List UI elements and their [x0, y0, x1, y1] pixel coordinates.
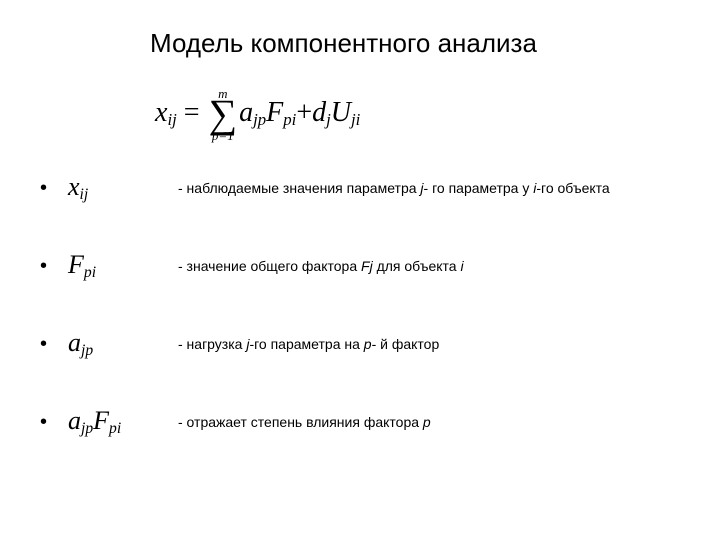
desc-text: - отражает степень влияния фактора: [178, 414, 423, 430]
desc-text: -го параметра на: [249, 336, 363, 352]
main-formula: xij = m ∑ p=1 ajpFpi+djUji: [155, 87, 680, 142]
sym-base: a: [68, 328, 81, 357]
desc-text: для объекта: [373, 258, 461, 274]
formula-a-sub: jp: [253, 110, 266, 129]
sym-base: F: [93, 406, 109, 435]
formula-U-sub: ji: [351, 110, 360, 129]
description: - значение общего фактора Fj для объекта…: [178, 258, 464, 274]
bullet-icon: •: [40, 411, 68, 434]
sym-base: F: [68, 250, 84, 279]
sym-sub: pi: [84, 264, 96, 281]
symbol-xij: xij: [68, 172, 178, 204]
sym-base: a: [68, 406, 81, 435]
slide: Модель компонентного анализа xij = m ∑ p…: [0, 0, 720, 540]
desc-italic: Fj: [361, 258, 373, 274]
desc-italic: i: [460, 258, 463, 274]
desc-text: - значение общего фактора: [178, 258, 361, 274]
list-item: • Fpi - значение общего фактора Fj для о…: [40, 250, 680, 282]
list-item: • ajpFpi - отражает степень влияния факт…: [40, 406, 680, 438]
symbol-Fpi: Fpi: [68, 250, 178, 282]
formula-d-base: d: [312, 97, 326, 128]
formula-lhs-sub: ij: [167, 110, 176, 129]
desc-text: - й фактор: [372, 336, 440, 352]
list-item: • xij - наблюдаемые значения параметра j…: [40, 172, 680, 204]
symbol-ajpFpi: ajpFpi: [68, 406, 178, 438]
sym-sub: ij: [80, 186, 89, 203]
sigma-icon: ∑: [209, 98, 238, 130]
sym-sub: pi: [109, 420, 121, 437]
desc-text: - наблюдаемые значения параметра: [178, 180, 420, 196]
page-title: Модель компонентного анализа: [150, 28, 680, 59]
desc-text: -го объекта: [536, 180, 609, 196]
bullet-icon: •: [40, 177, 68, 200]
description: - отражает степень влияния фактора p: [178, 414, 431, 430]
definition-list: • xij - наблюдаемые значения параметра j…: [40, 172, 680, 438]
list-item: • ajp - нагрузка j-го параметра на p- й …: [40, 328, 680, 360]
plus-sign: +: [296, 97, 312, 128]
sym-base: x: [68, 172, 80, 201]
description: - наблюдаемые значения параметра j- го п…: [178, 180, 610, 196]
desc-text: - нагрузка: [178, 336, 246, 352]
equals-sign: =: [184, 97, 200, 128]
formula-F-base: F: [266, 97, 283, 128]
sym-sub: jp: [81, 420, 93, 437]
bullet-icon: •: [40, 333, 68, 356]
symbol-ajp: ajp: [68, 328, 178, 360]
sym-sub: jp: [81, 342, 93, 359]
formula-lhs-base: x: [155, 97, 167, 128]
desc-text: - го параметра у: [424, 180, 534, 196]
summation: m ∑ p=1: [209, 87, 238, 142]
sum-lower: p=1: [212, 129, 234, 142]
formula-a-base: a: [239, 97, 253, 128]
formula-F-sub: pi: [283, 110, 296, 129]
formula-U-base: U: [331, 97, 351, 128]
desc-italic: p: [364, 336, 372, 352]
bullet-icon: •: [40, 255, 68, 278]
desc-italic: p: [423, 414, 431, 430]
description: - нагрузка j-го параметра на p- й фактор: [178, 336, 439, 352]
